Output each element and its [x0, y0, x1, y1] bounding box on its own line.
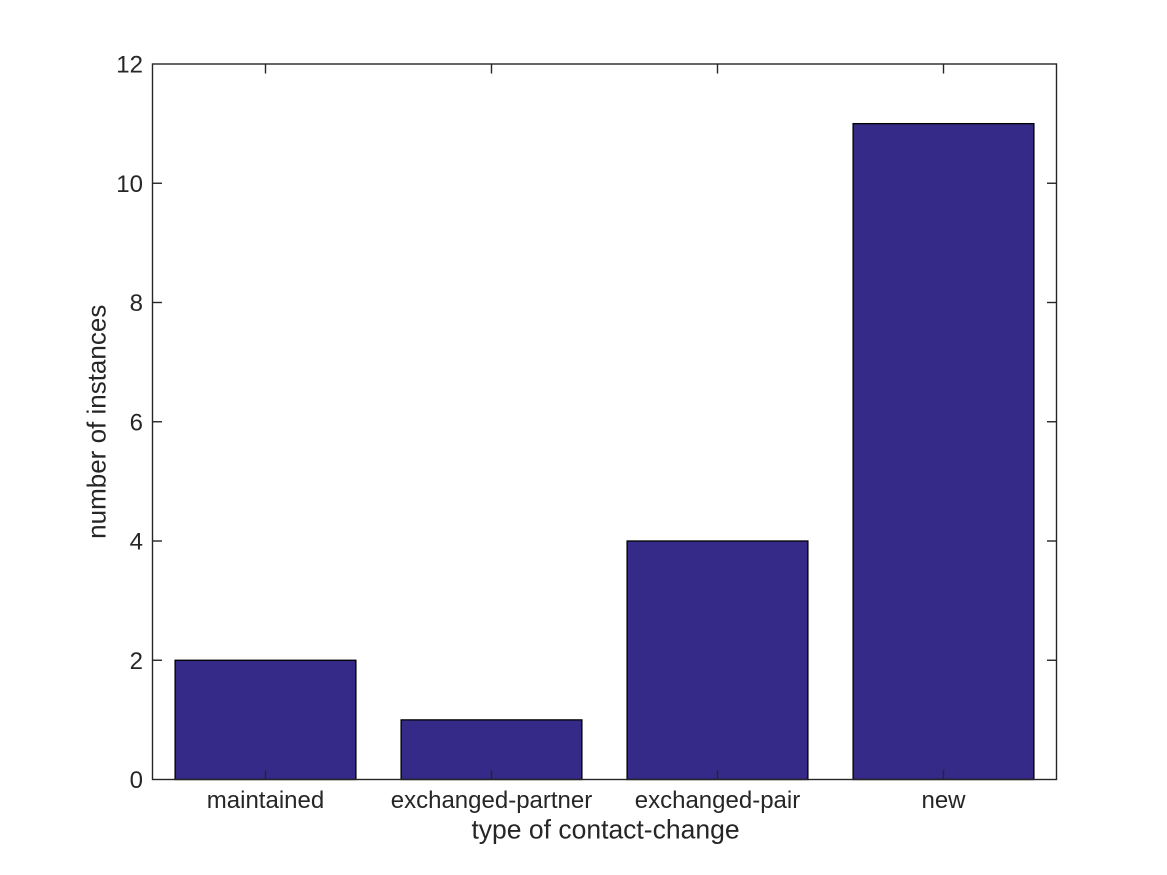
svg-text:new: new — [921, 787, 966, 814]
svg-text:8: 8 — [130, 290, 143, 317]
svg-text:number of instances: number of instances — [82, 305, 112, 539]
svg-text:4: 4 — [130, 529, 143, 556]
svg-text:0: 0 — [130, 767, 143, 794]
svg-text:type of contact-change: type of contact-change — [471, 815, 739, 845]
svg-text:6: 6 — [130, 409, 143, 436]
svg-text:10: 10 — [116, 171, 143, 198]
svg-text:2: 2 — [130, 648, 143, 675]
svg-text:12: 12 — [116, 52, 143, 79]
svg-text:exchanged-pair: exchanged-pair — [635, 787, 800, 814]
svg-text:maintained: maintained — [207, 787, 324, 814]
svg-text:exchanged-partner: exchanged-partner — [391, 787, 592, 814]
